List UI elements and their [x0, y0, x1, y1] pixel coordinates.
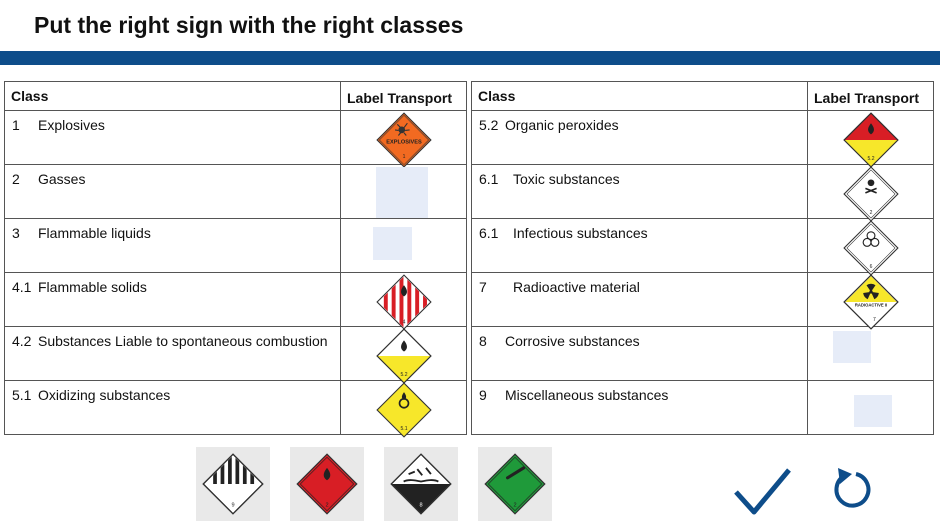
svg-text:RADIOACTIVE II: RADIOACTIVE II	[854, 302, 886, 307]
class-number: 7	[479, 279, 487, 295]
class-name: Miscellaneous substances	[505, 387, 669, 403]
infectious-sign-icon[interactable]: 6	[842, 220, 899, 276]
svg-text:2: 2	[325, 502, 328, 508]
table-row: 1 Explosives EXPLOSIVES 1	[4, 110, 467, 168]
header-label-transport: Label Transport	[340, 81, 467, 111]
class-number: 6.1	[479, 171, 499, 187]
class-name: Flammable solids	[38, 279, 147, 295]
class-name: Toxic substances	[513, 171, 620, 187]
page-title: Put the right sign with the right classe…	[34, 12, 464, 38]
class-table-right: Class Label Transport 5.2 Organic peroxid…	[471, 81, 934, 435]
table-row: 7 Radioactive material RADIOACTIVE II 7	[471, 272, 934, 330]
class-table-left: Class Label Transport 1 Explosives EXPLOS…	[4, 81, 467, 438]
radioactive-sign-icon[interactable]: RADIOACTIVE II 7	[842, 274, 899, 330]
miscellaneous-sign-icon[interactable]: 9	[202, 453, 264, 515]
oxidizing-sign-icon[interactable]: 5.1	[375, 382, 432, 438]
svg-text:9: 9	[231, 502, 234, 508]
check-button[interactable]	[732, 466, 792, 516]
svg-text:5.2: 5.2	[400, 372, 407, 378]
label-cell-spontaneous-combustion[interactable]: 5.2	[340, 326, 467, 384]
draggable-sign-misc[interactable]: 9	[196, 447, 270, 521]
class-name: Radioactive material	[513, 279, 640, 295]
class-name: Infectious substances	[513, 225, 648, 241]
svg-text:EXPLOSIVES: EXPLOSIVES	[386, 139, 422, 145]
svg-text:6: 6	[869, 264, 872, 270]
svg-text:8: 8	[419, 502, 422, 508]
label-cell-flammable-liquids[interactable]	[340, 218, 467, 273]
class-name: Oxidizing substances	[38, 387, 171, 403]
header-label-transport: Label Transport	[807, 81, 934, 111]
draggable-sign-corrosive[interactable]: 8	[384, 447, 458, 521]
header-class: Class	[471, 81, 808, 111]
class-name: Flammable liquids	[38, 225, 151, 241]
class-number: 4.1	[12, 279, 32, 295]
nonflammable-gas-sign-icon[interactable]: 2	[484, 453, 546, 515]
class-number: 2	[12, 171, 20, 187]
table-header: Class Label Transport	[471, 81, 934, 111]
svg-text:5.2: 5.2	[867, 156, 874, 162]
draggable-sign-flammable-gas[interactable]: 2	[290, 447, 364, 521]
flammable-solid-sign-icon[interactable]: 4	[375, 274, 432, 330]
spontaneous-combustion-sign-icon[interactable]: 5.2	[375, 328, 432, 384]
drop-slot[interactable]	[373, 227, 412, 260]
draggable-sign-nonflammable-gas[interactable]: 2	[478, 447, 552, 521]
class-name: Gasses	[38, 171, 86, 187]
reset-button[interactable]	[830, 466, 876, 512]
label-cell-infectious[interactable]: 6	[807, 218, 934, 276]
svg-text:7: 7	[872, 317, 875, 323]
class-number: 1	[12, 117, 20, 133]
organic-peroxide-sign-icon[interactable]: 5.2	[842, 112, 899, 168]
drop-slot[interactable]	[854, 395, 892, 427]
drop-slot[interactable]	[833, 331, 871, 363]
label-cell-corrosive[interactable]	[807, 326, 934, 381]
label-cell-oxidizing[interactable]: 5.1	[340, 380, 467, 438]
table-row: 5.1 Oxidizing substances 5.1	[4, 380, 467, 438]
label-cell-flammable-solids[interactable]: 4	[340, 272, 467, 330]
svg-text:5.1: 5.1	[400, 426, 407, 432]
label-cell-gasses[interactable]	[340, 164, 467, 219]
class-name: Explosives	[38, 117, 105, 133]
table-row: 4.2 Substances Liable to spontaneous comb…	[4, 326, 467, 384]
table-row: 2 Gasses	[4, 164, 467, 219]
table-header: Class Label Transport	[4, 81, 467, 111]
header-band	[0, 51, 940, 65]
drop-slot[interactable]	[376, 167, 428, 218]
class-name: Corrosive substances	[505, 333, 640, 349]
class-number: 8	[479, 333, 487, 349]
corrosive-sign-icon[interactable]: 8	[390, 453, 452, 515]
label-cell-miscellaneous[interactable]	[807, 380, 934, 435]
flammable-gas-sign-icon[interactable]: 2	[296, 453, 358, 515]
class-number: 9	[479, 387, 487, 403]
class-name: Organic peroxides	[505, 117, 619, 133]
toxic-sign-icon[interactable]: 2	[842, 166, 899, 222]
label-cell-explosives[interactable]: EXPLOSIVES 1	[340, 110, 467, 168]
class-number: 3	[12, 225, 20, 241]
table-row: 9 Miscellaneous substances	[471, 380, 934, 435]
label-cell-toxic[interactable]: 2	[807, 164, 934, 222]
table-row: 6.1 Infectious substances 6	[471, 218, 934, 276]
table-row: 8 Corrosive substances	[471, 326, 934, 381]
table-row: 5.2 Organic peroxides 5.2	[471, 110, 934, 168]
check-icon	[734, 468, 791, 515]
table-row: 3 Flammable liquids	[4, 218, 467, 273]
class-number: 5.2	[479, 117, 499, 133]
svg-text:2: 2	[513, 502, 516, 508]
svg-text:4: 4	[402, 319, 405, 325]
label-cell-radioactive[interactable]: RADIOACTIVE II 7	[807, 272, 934, 330]
reset-icon	[834, 468, 871, 508]
header-class: Class	[4, 81, 341, 111]
label-cell-organic-peroxides[interactable]: 5.2	[807, 110, 934, 168]
class-number: 5.1	[12, 387, 32, 403]
explosives-sign-icon[interactable]: EXPLOSIVES 1	[375, 112, 432, 168]
table-row: 6.1 Toxic substances 2	[471, 164, 934, 222]
class-name: Substances Liable to spontaneous combust…	[38, 333, 328, 349]
class-number: 4.2	[12, 333, 32, 349]
svg-text:2: 2	[869, 210, 872, 216]
table-row: 4.1 Flammable solids 4	[4, 272, 467, 330]
svg-text:1: 1	[402, 154, 405, 160]
class-number: 6.1	[479, 225, 499, 241]
